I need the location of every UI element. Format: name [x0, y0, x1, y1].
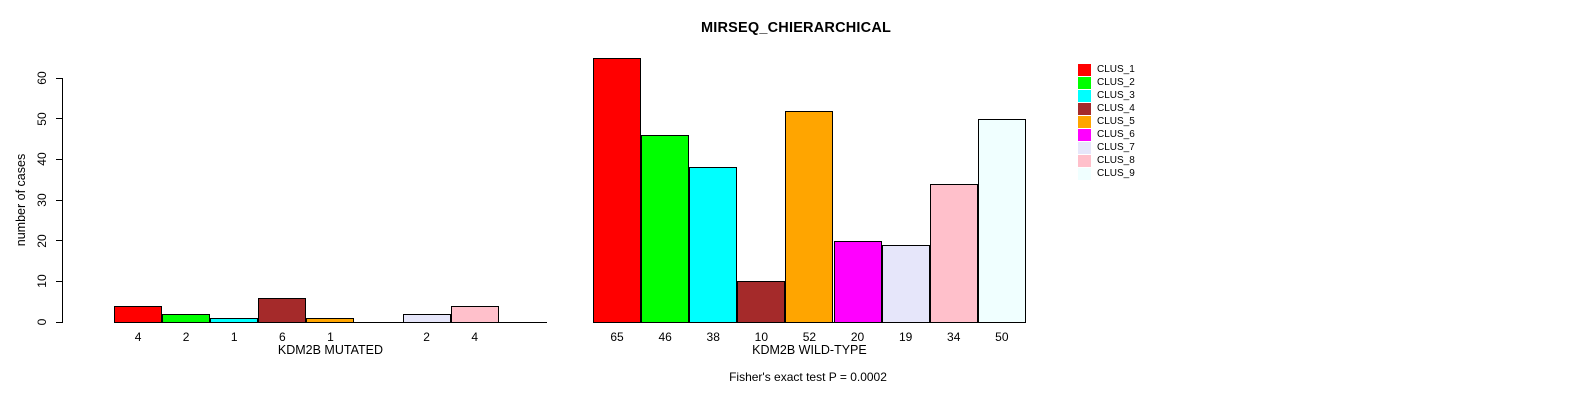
legend-label: CLUS_1 — [1097, 63, 1135, 75]
legend-item-clus_8: CLUS_8 — [1078, 155, 1135, 168]
bar-clus_4 — [258, 298, 307, 323]
y-tick-mark — [56, 280, 62, 282]
bar-value-label: 1 — [327, 330, 334, 344]
y-tick-label: 30 — [35, 193, 49, 207]
legend-label: CLUS_3 — [1097, 89, 1135, 101]
legend-swatch — [1078, 155, 1091, 168]
legend-swatch — [1078, 142, 1091, 155]
bar-clus_8 — [450, 306, 499, 323]
y-tick-mark — [56, 321, 62, 323]
bar-clus_3 — [210, 318, 259, 323]
legend-label: CLUS_2 — [1097, 76, 1135, 88]
legend-swatch — [1078, 168, 1091, 181]
bar-value-label: 19 — [898, 330, 913, 344]
bar-value-label: 6 — [279, 330, 286, 344]
y-tick-mark — [56, 118, 62, 120]
bar-clus_5 — [785, 111, 834, 323]
chart-title: MIRSEQ_CHIERARCHICAL — [700, 20, 892, 36]
bar-value-label: 10 — [754, 330, 769, 344]
legend-swatch — [1078, 89, 1091, 102]
caption-fisher-test: Fisher's exact test P = 0.0002 — [729, 370, 887, 384]
y-tick-label: 50 — [35, 111, 49, 126]
bar-clus_2 — [162, 314, 211, 323]
legend-item-clus_2: CLUS_2 — [1078, 76, 1135, 89]
y-tick-label: 20 — [35, 233, 49, 248]
bar-clus_5 — [306, 318, 355, 323]
bar-clus_1 — [114, 306, 163, 323]
legend-item-clus_4: CLUS_4 — [1078, 102, 1135, 115]
legend-label: CLUS_8 — [1097, 155, 1135, 167]
legend-label: CLUS_5 — [1097, 115, 1135, 127]
legend-label: CLUS_9 — [1097, 168, 1135, 180]
bar-value-label: 2 — [182, 330, 190, 344]
bar-value-label: 2 — [423, 330, 430, 344]
bar-value-label: 65 — [610, 330, 624, 344]
bar-value-label: 34 — [947, 330, 961, 344]
y-tick-label: 10 — [35, 274, 49, 289]
legend-item-clus_5: CLUS_5 — [1078, 115, 1135, 128]
legend-item-clus_1: CLUS_1 — [1078, 63, 1135, 76]
bar-clus_7 — [402, 314, 451, 323]
legend-swatch — [1078, 129, 1091, 141]
legend-swatch — [1078, 76, 1091, 89]
y-axis-line — [62, 78, 63, 323]
y-tick-label: 60 — [35, 71, 49, 85]
legend-swatch — [1078, 102, 1091, 115]
bar-clus_3 — [689, 167, 738, 323]
bar-clus_9 — [977, 119, 1026, 323]
bar-value-label: 38 — [706, 330, 720, 344]
legend-swatch — [1078, 63, 1091, 76]
legend-item-clus_6: CLUS_6 — [1078, 129, 1135, 142]
legend-swatch — [1078, 115, 1091, 128]
y-tick-label: 40 — [35, 152, 49, 167]
bar-clus_1 — [593, 58, 642, 323]
bar-clus_2 — [641, 135, 690, 323]
bar-clus_7 — [881, 245, 930, 323]
bar-clus_8 — [929, 184, 978, 323]
x-axis-group-label: KDM2B MUTATED — [277, 343, 383, 357]
legend-label: CLUS_4 — [1097, 102, 1135, 114]
y-tick-mark — [56, 199, 62, 201]
bar-value-label: 4 — [471, 330, 479, 344]
legend-label: CLUS_6 — [1097, 129, 1135, 140]
bar-value-label: 50 — [995, 330, 1009, 344]
bar-value-label: 4 — [134, 330, 142, 344]
y-axis-label: number of cases — [14, 153, 28, 247]
legend-label: CLUS_7 — [1097, 142, 1135, 154]
legend-item-clus_3: CLUS_3 — [1078, 89, 1135, 102]
bar-value-label: 46 — [658, 330, 672, 344]
bar-clus_4 — [737, 281, 786, 323]
y-tick-mark — [56, 77, 62, 79]
legend-item-clus_9: CLUS_9 — [1078, 168, 1135, 181]
bar-value-label: 52 — [802, 330, 817, 344]
y-tick-label: 0 — [35, 318, 49, 326]
y-tick-mark — [56, 158, 62, 160]
bar-value-label: 1 — [230, 330, 238, 344]
x-axis-group-label: KDM2B WILD-TYPE — [752, 343, 867, 357]
bar-value-label: 20 — [850, 330, 865, 344]
bar-clus_6 — [833, 241, 882, 323]
legend-item-clus_7: CLUS_7 — [1078, 142, 1135, 155]
y-tick-mark — [56, 240, 62, 242]
